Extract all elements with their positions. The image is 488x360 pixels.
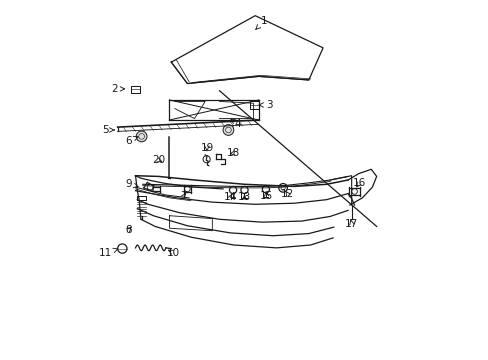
Text: 13: 13 [237, 192, 251, 202]
Text: 18: 18 [227, 148, 240, 158]
Text: 17: 17 [345, 219, 358, 229]
Text: 19: 19 [200, 143, 213, 153]
Text: 11: 11 [99, 248, 118, 258]
Text: 16: 16 [352, 178, 366, 188]
FancyBboxPatch shape [249, 102, 259, 109]
Text: 8: 8 [125, 225, 131, 235]
Text: 1: 1 [255, 16, 267, 30]
Circle shape [136, 131, 147, 142]
FancyBboxPatch shape [131, 86, 140, 93]
Circle shape [223, 125, 233, 135]
Text: 6: 6 [125, 136, 138, 146]
Text: 15: 15 [260, 191, 273, 201]
Text: 4: 4 [230, 118, 240, 129]
Text: 12: 12 [280, 189, 293, 199]
Text: 14: 14 [223, 192, 236, 202]
Text: 9: 9 [125, 179, 138, 189]
Text: 5: 5 [102, 125, 114, 135]
Text: 2: 2 [111, 84, 124, 94]
Text: 3: 3 [259, 100, 272, 110]
Text: 10: 10 [166, 248, 179, 257]
Text: 7: 7 [180, 191, 187, 201]
Text: 20: 20 [152, 156, 165, 165]
